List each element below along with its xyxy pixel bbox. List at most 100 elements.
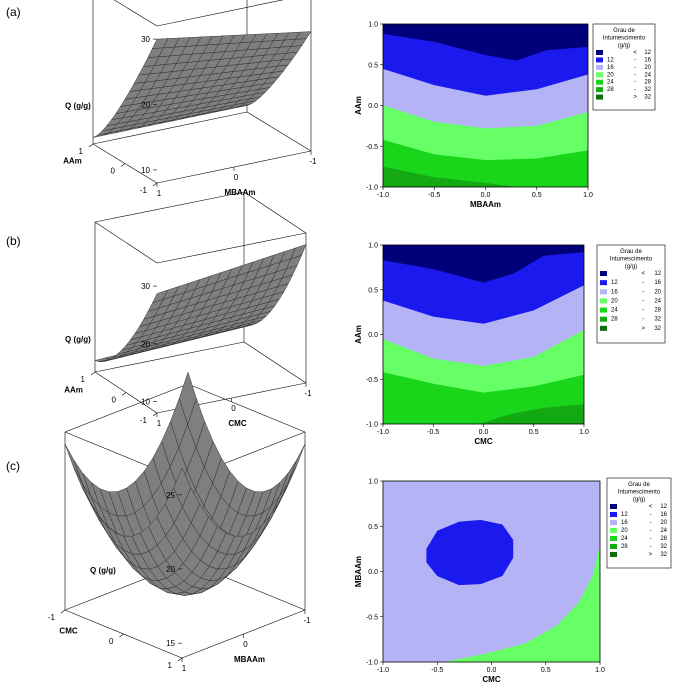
legend-title: Intumescimento bbox=[618, 490, 661, 496]
box-edge bbox=[243, 341, 307, 384]
legend-swatch bbox=[610, 528, 617, 533]
legend-swatch bbox=[600, 325, 607, 331]
x-tick-mark bbox=[120, 163, 126, 167]
legend-box bbox=[592, 23, 656, 111]
contour-band-28-32 bbox=[383, 166, 588, 187]
legend-low: 16 bbox=[607, 65, 614, 71]
legend-swatch bbox=[596, 57, 603, 63]
surface-patch bbox=[152, 38, 169, 49]
legend-swatch bbox=[596, 72, 603, 78]
legend-sep: > bbox=[641, 326, 645, 332]
legend-swatch bbox=[596, 64, 603, 70]
legend-sep: < bbox=[641, 271, 645, 277]
contour-band-12-16 bbox=[426, 519, 514, 586]
legend-swatch bbox=[596, 87, 603, 93]
legend-high: 20 bbox=[654, 289, 661, 295]
box-edge bbox=[156, 232, 307, 264]
legend-sep: - bbox=[650, 544, 652, 550]
legend-swatch bbox=[600, 289, 607, 295]
box-edge bbox=[94, 191, 245, 223]
contour-plot-a: -1.0-1.0 -0.5 -0.5 0.0 0.0 0.5 0.5 1.0 1.0 MBAAm A… bbox=[354, 22, 656, 209]
legend-high: 32 bbox=[660, 552, 667, 558]
legend-high: 16 bbox=[654, 280, 661, 286]
x-tick-label: -1.0 bbox=[377, 192, 389, 199]
response-surface bbox=[64, 371, 306, 596]
z-tick-label: 25 bbox=[166, 491, 175, 500]
x-tick-label: -1 bbox=[140, 186, 148, 195]
legend-swatch bbox=[596, 50, 603, 55]
legend-sep: - bbox=[642, 280, 644, 286]
legend-low: 12 bbox=[621, 512, 628, 518]
legend-title: Grau de bbox=[613, 28, 635, 34]
legend-sep: - bbox=[634, 57, 636, 63]
z-tick-label: 20 bbox=[166, 565, 175, 574]
legend-high: 16 bbox=[644, 57, 651, 63]
y-axis-label: MBAAm bbox=[354, 556, 363, 587]
z-tick-label: 30 bbox=[141, 282, 150, 291]
x-tick-label: -1.0 bbox=[377, 667, 389, 674]
x-tick-mark bbox=[121, 392, 127, 396]
legend-sep: - bbox=[642, 298, 644, 304]
x-tick-label: 1.0 bbox=[595, 667, 605, 674]
legend-swatch bbox=[600, 280, 607, 286]
contour-plot-area-a bbox=[383, 24, 588, 187]
x-tick-label: -0.5 bbox=[427, 429, 439, 436]
x-axis-label: AAm bbox=[64, 385, 83, 394]
legend-title: Grau de bbox=[620, 249, 642, 255]
x-tick-label: 0 bbox=[112, 396, 117, 405]
x-axis-label: MBAAm bbox=[470, 200, 501, 209]
legend-swatch bbox=[600, 316, 607, 322]
surface-patch bbox=[64, 443, 83, 484]
legend-swatch bbox=[610, 552, 617, 557]
y-tick-label: -1 bbox=[303, 616, 311, 625]
y-axis-label: MBAAm bbox=[234, 655, 265, 664]
legend-title: (g/g) bbox=[633, 497, 645, 503]
legend-high: 32 bbox=[644, 95, 651, 101]
surface-patch bbox=[287, 443, 306, 484]
x-tick-mark bbox=[60, 609, 66, 614]
y-axis-label: AAm bbox=[354, 325, 363, 344]
x-tick-label: 0.0 bbox=[487, 667, 497, 674]
x-tick-mark bbox=[88, 143, 94, 148]
contour-plot-b: -1.0-1.0 -0.5 -0.5 0.0 0.0 0.5 0.5 1.0 1.0 CMC AAm… bbox=[354, 243, 666, 446]
x-tick-label: 0.5 bbox=[529, 429, 539, 436]
y-tick-label: 0 bbox=[231, 404, 236, 413]
x-tick-mark bbox=[119, 633, 124, 638]
x-tick-label: 1.0 bbox=[579, 429, 589, 436]
z-tick-label: 10 bbox=[141, 397, 150, 406]
legend-sep: - bbox=[634, 65, 636, 71]
legend-high: 24 bbox=[660, 528, 667, 534]
y-tick-label: 1.0 bbox=[368, 243, 378, 250]
legend-low: 24 bbox=[607, 80, 614, 86]
y-tick-label: 1 bbox=[157, 189, 162, 198]
y-tick-label: -1 bbox=[304, 389, 312, 398]
legend-box bbox=[596, 244, 666, 344]
x-tick-label: -1.0 bbox=[377, 429, 389, 436]
contour-plot-area-b bbox=[383, 245, 584, 424]
legend-low: 24 bbox=[611, 308, 618, 314]
y-tick-label: 0 bbox=[243, 640, 248, 649]
legend-box bbox=[606, 477, 672, 569]
legend-high: 20 bbox=[660, 520, 667, 526]
panel-label-a: (a) bbox=[6, 5, 21, 19]
box-edge bbox=[94, 341, 245, 373]
legend-high: 12 bbox=[660, 504, 667, 510]
legend-low: 16 bbox=[621, 520, 628, 526]
z-tick-label: 10 bbox=[141, 166, 150, 175]
legend-high: 12 bbox=[644, 50, 651, 56]
legend-high: 28 bbox=[644, 80, 651, 86]
panel-label-b: (b) bbox=[6, 234, 21, 248]
legend-swatch bbox=[610, 520, 617, 525]
y-tick-label: 1.0 bbox=[368, 479, 378, 486]
legend-low: 16 bbox=[611, 289, 618, 295]
legend-sep: - bbox=[650, 512, 652, 518]
legend-high: 32 bbox=[660, 544, 667, 550]
box-edge bbox=[113, 0, 158, 27]
legend-high: 32 bbox=[644, 87, 651, 93]
panel-label-c: (c) bbox=[6, 459, 20, 473]
legend-low: 20 bbox=[611, 298, 618, 304]
legend-swatch bbox=[600, 271, 607, 276]
